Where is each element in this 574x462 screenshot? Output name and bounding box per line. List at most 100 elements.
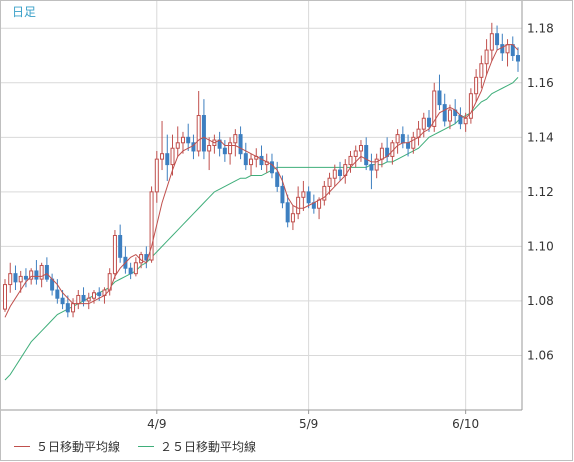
candle-up bbox=[133, 262, 138, 275]
candle-down bbox=[81, 294, 86, 302]
ma5-line bbox=[4, 44, 519, 318]
legend: ５日移動平均線 ２５日移動平均線 bbox=[14, 438, 274, 454]
candle-up bbox=[421, 117, 426, 130]
legend-swatch-ma25 bbox=[138, 445, 155, 447]
candle-down bbox=[238, 134, 243, 155]
candle-up bbox=[180, 136, 185, 144]
y-tick-label: 1.08 bbox=[527, 294, 554, 308]
candle-down bbox=[60, 297, 65, 305]
candle-down bbox=[128, 267, 133, 275]
candle-up bbox=[348, 155, 353, 166]
candle-up bbox=[505, 44, 510, 54]
candle-down bbox=[259, 155, 264, 166]
candle-down bbox=[306, 191, 311, 204]
candle-down bbox=[165, 153, 170, 166]
candle-down bbox=[369, 164, 374, 171]
candle-up bbox=[374, 158, 379, 171]
candle-up bbox=[484, 49, 489, 65]
candle-up bbox=[322, 185, 327, 201]
candle-up bbox=[489, 33, 494, 51]
candle-down bbox=[458, 115, 463, 125]
candle-up bbox=[353, 150, 358, 157]
candle-up bbox=[468, 93, 473, 119]
candle-down bbox=[364, 145, 369, 166]
candle-up bbox=[296, 196, 301, 215]
candle-down bbox=[516, 55, 520, 62]
candle-up bbox=[39, 264, 44, 280]
y-tick-label: 1.16 bbox=[527, 76, 554, 90]
candle-up bbox=[432, 90, 437, 127]
candle-up bbox=[332, 169, 337, 179]
candle-down bbox=[500, 44, 505, 54]
x-tick-label: 5/9 bbox=[299, 417, 318, 431]
candle-up bbox=[395, 134, 400, 144]
y-tick-label: 1.06 bbox=[527, 348, 554, 362]
candle-up bbox=[71, 303, 76, 313]
candle-up bbox=[233, 134, 238, 144]
candle-up bbox=[290, 213, 295, 223]
candle-down bbox=[442, 104, 447, 122]
candle-down bbox=[23, 275, 28, 280]
candle-up bbox=[228, 142, 233, 155]
candle-down bbox=[186, 136, 191, 144]
candle-down bbox=[275, 172, 280, 187]
candle-up bbox=[160, 153, 165, 160]
candle-up bbox=[154, 158, 159, 193]
candle-down bbox=[44, 264, 49, 280]
candle-up bbox=[327, 177, 332, 187]
ma25-line bbox=[4, 77, 519, 381]
legend-label-ma5: ５日移動平均線 bbox=[36, 439, 121, 454]
candle-up bbox=[301, 191, 306, 198]
candle-up bbox=[479, 63, 484, 78]
candle-up bbox=[474, 76, 479, 95]
legend-swatch-ma5 bbox=[14, 445, 30, 447]
candle-down bbox=[191, 142, 196, 152]
candle-down bbox=[118, 234, 123, 258]
candle-up bbox=[447, 109, 452, 122]
candle-up bbox=[29, 270, 34, 280]
period-label: 日足 bbox=[12, 5, 37, 19]
candle-up bbox=[91, 292, 96, 299]
candle-down bbox=[65, 303, 70, 313]
legend-item-ma25: ２５日移動平均線 bbox=[138, 438, 256, 455]
candle-down bbox=[495, 33, 500, 46]
candle-down bbox=[406, 142, 411, 149]
candle-up bbox=[358, 145, 363, 152]
candle-down bbox=[338, 169, 343, 177]
candle-up bbox=[379, 147, 384, 160]
y-tick-label: 1.10 bbox=[527, 239, 554, 253]
x-tick-label: 4/9 bbox=[147, 417, 166, 431]
candle-down bbox=[437, 90, 442, 106]
candle-up bbox=[463, 117, 468, 125]
candle-up bbox=[170, 147, 175, 166]
legend-label-ma25: ２５日移動平均線 bbox=[160, 439, 257, 454]
candle-down bbox=[34, 270, 39, 280]
candle-up bbox=[76, 294, 81, 305]
candle-up bbox=[112, 234, 117, 275]
candle-down bbox=[243, 153, 248, 166]
candle-up bbox=[249, 158, 254, 166]
y-tick-label: 1.14 bbox=[527, 130, 554, 144]
candle-down bbox=[400, 134, 405, 144]
candle-down bbox=[285, 202, 290, 223]
legend-item-ma5: ５日移動平均線 bbox=[14, 438, 120, 455]
candle-down bbox=[201, 115, 206, 152]
candle-down bbox=[280, 185, 285, 204]
candle-up bbox=[3, 284, 7, 310]
candle-up bbox=[175, 142, 180, 149]
candle-down bbox=[55, 289, 60, 299]
candle-up bbox=[317, 199, 322, 209]
candle-up bbox=[86, 297, 91, 302]
candle-up bbox=[411, 136, 416, 149]
candle-down bbox=[269, 161, 274, 174]
candle-up bbox=[207, 145, 212, 152]
candle-up bbox=[196, 115, 201, 152]
y-tick-label: 1.18 bbox=[527, 21, 554, 35]
candle-down bbox=[97, 292, 102, 296]
x-tick-label: 6/10 bbox=[452, 417, 479, 431]
candle-up bbox=[149, 191, 154, 261]
candle-down bbox=[427, 117, 432, 127]
candle-up bbox=[18, 275, 23, 283]
